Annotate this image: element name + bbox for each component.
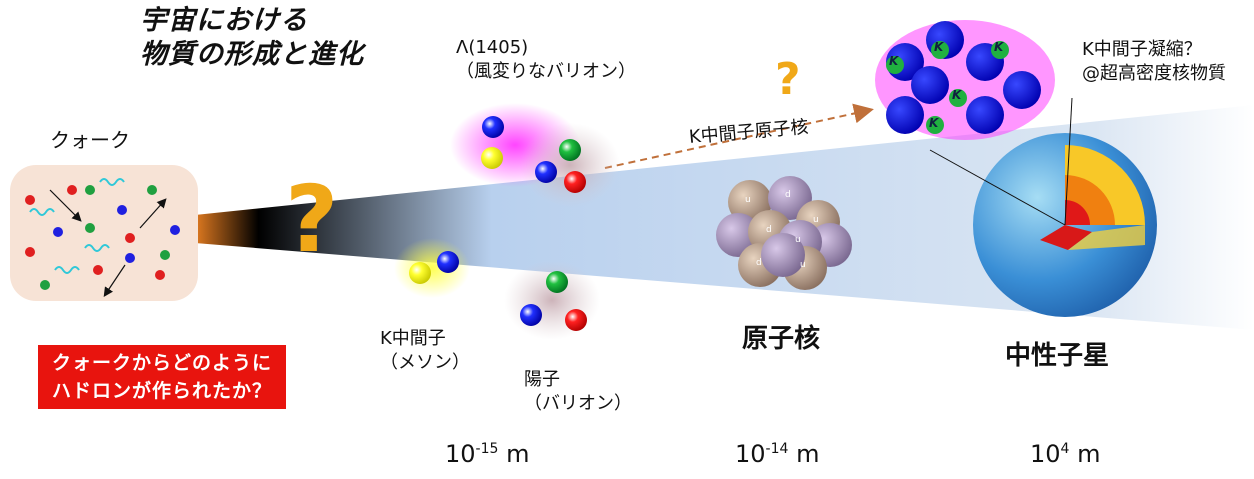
scale-unit: m bbox=[796, 440, 819, 468]
kaon-condensation-line-2: @超高密度核物質 bbox=[1082, 62, 1226, 86]
nucleus-label: 原子核 bbox=[742, 318, 820, 355]
warning-line-2: ハドロンが作られたか？ bbox=[52, 377, 272, 405]
quark-label-text: クォーク bbox=[50, 128, 130, 152]
scale-exponent: -14 bbox=[766, 441, 789, 457]
main-question-mark: ? bbox=[285, 170, 338, 270]
lambda-line-1: Λ(1405) bbox=[456, 36, 636, 60]
scale-exponent: -15 bbox=[476, 441, 499, 457]
quark-soup-box bbox=[10, 165, 198, 301]
scale-label-nucleus: 10-14 m bbox=[735, 440, 819, 468]
proton-line-2: （バリオン） bbox=[524, 392, 632, 416]
small-question-mark: ? bbox=[775, 55, 801, 105]
title-line-2: 物質の形成と進化 bbox=[140, 38, 364, 72]
kaon-condensate-cluster bbox=[875, 20, 1055, 140]
diagram-title: 宇宙における 物質の形成と進化 bbox=[140, 4, 364, 72]
kaon-meson-line-1: K中間子 bbox=[380, 327, 470, 351]
lambda-line-2: （風変りなバリオン） bbox=[456, 60, 636, 84]
lambda-label: Λ(1405) （風変りなバリオン） bbox=[456, 36, 636, 84]
kaon-symbol: K bbox=[889, 54, 898, 68]
quark-label: u bbox=[813, 215, 819, 225]
hadron-formation-question-box: クォークからどのように ハドロンが作られたか？ bbox=[38, 345, 286, 409]
title-line-1: 宇宙における bbox=[140, 4, 364, 38]
kaon-symbol: K bbox=[929, 116, 938, 130]
kaon-condensation-line-1: K中間子凝縮？ bbox=[1082, 38, 1226, 62]
scale-base: 10 bbox=[445, 440, 476, 468]
quark-label: d bbox=[756, 258, 762, 268]
kaon-symbol: K bbox=[952, 88, 961, 102]
proton-baryon bbox=[504, 260, 600, 340]
warning-line-1: クォークからどのように bbox=[52, 349, 272, 377]
scale-unit: m bbox=[1077, 440, 1100, 468]
quark-label: d bbox=[785, 190, 791, 200]
kaon-meson-label: K中間子 （メソン） bbox=[380, 327, 470, 375]
kaon-condensation-label: K中間子凝縮？ @超高密度核物質 bbox=[1082, 38, 1226, 86]
neutron-star-label: 中性子星 bbox=[1005, 335, 1109, 372]
proton-line-1: 陽子 bbox=[524, 368, 632, 392]
scale-base: 10 bbox=[735, 440, 766, 468]
kaon-meson bbox=[394, 238, 470, 298]
quark-label: u bbox=[745, 195, 751, 205]
scale-label-hadron: 10-15 m bbox=[445, 440, 529, 468]
scale-base: 10 bbox=[1030, 440, 1061, 468]
kaon-symbol: K bbox=[934, 40, 943, 54]
kaon-meson-line-2: （メソン） bbox=[380, 351, 470, 375]
kaon-symbol: K bbox=[994, 40, 1003, 54]
proton-label: 陽子 （バリオン） bbox=[524, 368, 632, 416]
scale-label-neutron-star: 104 m bbox=[1030, 440, 1101, 468]
scale-unit: m bbox=[506, 440, 529, 468]
scale-exponent: 4 bbox=[1061, 441, 1070, 457]
quark-label: u bbox=[800, 260, 806, 270]
quark-label: u bbox=[795, 235, 801, 245]
quark-label: d bbox=[766, 225, 772, 235]
